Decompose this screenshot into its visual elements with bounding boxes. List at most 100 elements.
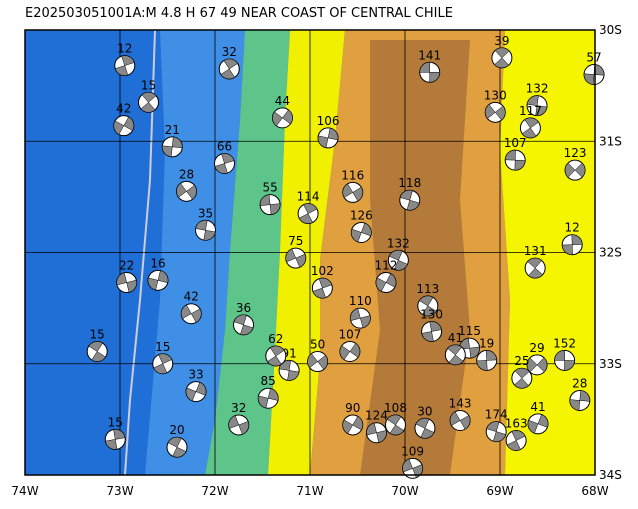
- beachball-quadrant: [486, 421, 507, 442]
- depth-label: 152: [553, 336, 576, 350]
- beachball: 22: [116, 259, 138, 294]
- beachball: 28: [176, 167, 197, 202]
- beachball-quadrant: [449, 411, 471, 430]
- beachball-quadrant: [554, 350, 575, 371]
- beachball: 25: [511, 354, 533, 389]
- beachball: 114: [297, 190, 320, 225]
- beachball: 33: [185, 368, 207, 403]
- beachball: 143: [449, 396, 472, 431]
- depth-label: 116: [341, 168, 364, 182]
- depth-label: 75: [288, 234, 303, 248]
- beachball-quadrant: [527, 257, 544, 279]
- beachball: 50: [307, 338, 329, 373]
- depth-label: 85: [261, 374, 276, 388]
- depth-label: 90: [345, 401, 360, 415]
- beachball: 90: [342, 401, 364, 436]
- depth-label: 15: [155, 340, 170, 354]
- beachball-quadrant: [514, 367, 530, 389]
- beachball-quadrant: [521, 117, 539, 139]
- depth-label: 15: [141, 78, 156, 92]
- depth-label: 30: [417, 404, 432, 418]
- depth-label: 110: [349, 294, 372, 308]
- beachball: 15: [104, 415, 126, 450]
- beachball-quadrant: [88, 341, 106, 362]
- depth-label: 28: [572, 376, 587, 390]
- beachball-quadrant: [386, 414, 405, 436]
- beachball: 152: [553, 336, 576, 371]
- beachball-quadrant: [233, 314, 254, 336]
- beachball-quadrant: [569, 390, 591, 411]
- beachball-quadrant: [257, 388, 279, 409]
- depth-label: 57: [586, 51, 601, 65]
- beachball: 107: [338, 328, 361, 363]
- x-tick-label: 73W: [106, 484, 133, 498]
- depth-label: 174: [485, 408, 508, 422]
- depth-label: 124: [365, 409, 388, 423]
- beachball: 39: [491, 34, 513, 69]
- x-tick-label: 74W: [11, 484, 38, 498]
- depth-label: 109: [401, 444, 424, 458]
- depth-label: 25: [514, 354, 529, 368]
- beachball: 102: [311, 264, 334, 299]
- depth-label: 29: [529, 341, 544, 355]
- beachball-quadrant: [485, 104, 506, 121]
- beachball-quadrant: [402, 458, 423, 478]
- beachball-quadrant: [494, 47, 510, 69]
- y-tick-label: 31S: [599, 134, 622, 148]
- beachball-quadrant: [415, 418, 435, 439]
- beachball: 112: [375, 259, 397, 294]
- map-title: E202503051001A:M 4.8 H 67 49 NEAR COAST …: [25, 6, 453, 21]
- beachball-quadrant: [105, 429, 126, 450]
- depth-label: 107: [504, 136, 527, 150]
- beachball: 118: [398, 176, 421, 211]
- depth-label: 41: [448, 331, 463, 345]
- beachball-quadrant: [220, 58, 238, 80]
- beachball: 19: [476, 336, 498, 371]
- depth-label: 114: [297, 190, 320, 204]
- beachball-quadrant: [176, 182, 197, 200]
- depth-label: 50: [310, 338, 325, 352]
- beachball: 131: [524, 244, 547, 279]
- beachball: 66: [214, 140, 235, 174]
- beachball: 32: [218, 45, 240, 80]
- depth-label: 19: [479, 336, 494, 350]
- depth-label: 108: [384, 401, 407, 415]
- beachball-quadrant: [418, 295, 437, 317]
- beachball-quadrant: [366, 422, 387, 443]
- beachball-quadrant: [228, 415, 249, 435]
- beachball: 132: [387, 236, 410, 271]
- beachball: 113: [416, 282, 439, 317]
- depth-label: 16: [150, 256, 165, 270]
- beachball-quadrant: [504, 149, 526, 171]
- beachball-quadrant: [419, 62, 440, 83]
- beachball-quadrant: [214, 153, 235, 174]
- beachball: 75: [285, 234, 307, 269]
- beachball-quadrant: [421, 321, 442, 342]
- beachball: 174: [485, 408, 508, 443]
- beachball-quadrant: [147, 270, 169, 291]
- beachball: 117: [519, 104, 542, 139]
- beachball: 32: [228, 401, 250, 436]
- beachball-quadrant: [342, 183, 363, 202]
- beachball-quadrant: [399, 189, 420, 211]
- beachball: 55: [259, 181, 281, 216]
- beachball-quadrant: [351, 222, 372, 243]
- x-tick-label: 68W: [581, 484, 608, 498]
- depth-label: 118: [398, 176, 421, 190]
- depth-label: 33: [188, 368, 203, 382]
- beachball: 126: [350, 208, 373, 243]
- x-tick-label: 70W: [391, 484, 418, 498]
- beachball: 15: [138, 78, 159, 113]
- depth-label: 102: [311, 264, 334, 278]
- depth-label: 123: [564, 146, 587, 160]
- beachball: 21: [161, 123, 183, 158]
- depth-label: 39: [494, 34, 509, 48]
- depth-label: 115: [458, 324, 481, 338]
- beachball-quadrant: [447, 344, 464, 366]
- beachball-quadrant: [285, 248, 306, 268]
- depth-label: 20: [169, 423, 184, 437]
- beachball-quadrant: [527, 414, 549, 434]
- beachball-quadrant: [153, 353, 173, 374]
- depth-label: 117: [519, 104, 542, 118]
